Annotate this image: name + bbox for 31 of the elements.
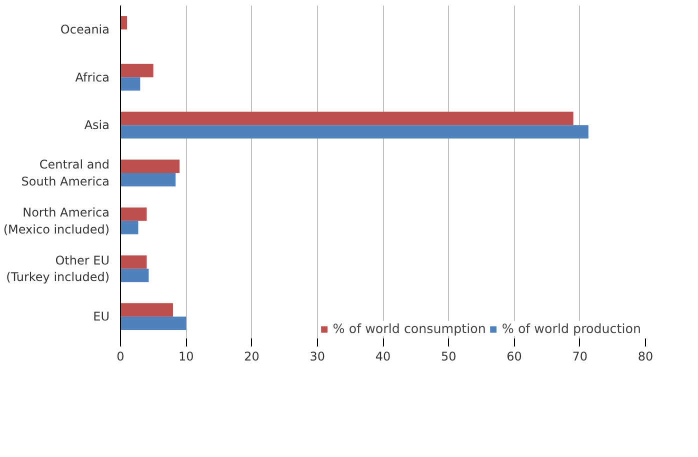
bar [120,207,147,221]
y-tick-label: Oceania [60,22,110,36]
bar [120,77,140,91]
x-tick-label: 10 [178,350,194,364]
y-tick-label: Central and South America [21,158,110,188]
x-tick-label: 0 [116,350,124,364]
y-tick-label: North America (Mexico included) [3,205,110,236]
bar [120,173,176,186]
x-tick-label: 20 [244,350,260,364]
bar [120,268,149,282]
legend-label: % of world production [502,321,641,336]
x-tick-label: 70 [572,350,588,364]
bar [120,64,154,78]
y-tick-label: Asia [84,118,110,132]
bar [120,16,128,30]
bar [120,303,173,317]
x-tick-label: 40 [375,350,391,364]
x-tick-label: 50 [440,350,456,364]
x-tick-label: 60 [506,350,522,364]
bar [120,220,138,234]
y-tick-label: Other EU (Turkey included) [6,253,110,284]
bar [120,160,180,173]
bar [120,125,588,139]
bar [120,316,186,330]
bar [120,255,147,269]
x-tick-label: 30 [310,350,326,364]
legend-label: % of world consumption [332,321,486,336]
y-tick-label: EU [93,310,110,324]
x-tick-label: 80 [638,350,654,364]
y-tick-label: Africa [75,70,110,84]
bar [120,112,574,126]
